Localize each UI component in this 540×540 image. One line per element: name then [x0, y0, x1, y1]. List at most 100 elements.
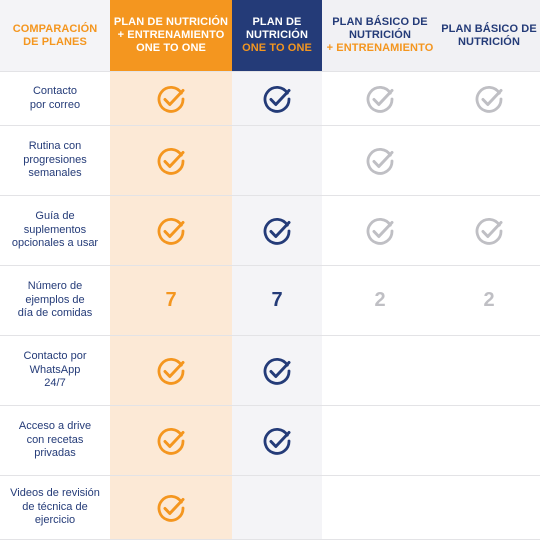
- check-circle-icon: [157, 357, 185, 385]
- feature-label: Videos de revisión de técnica de ejercicio: [0, 476, 110, 539]
- header-plan4-line2: NUTRICIÓN: [457, 35, 520, 48]
- feature-label: Contacto por WhatsApp 24/7: [0, 336, 110, 405]
- feature-label-line: 24/7: [44, 377, 66, 390]
- included-cell: [322, 196, 438, 265]
- feature-label-line: suplementos: [23, 223, 87, 236]
- header-plan-nutrition-training-one-to-one: PLAN DE NUTRICIÓN + ENTRENAMIENTO ONE TO…: [110, 0, 232, 71]
- feature-label-line: Guía de: [35, 210, 75, 223]
- check-circle-icon: [263, 427, 291, 455]
- table-row: Número de ejemplos de día de comidas 7 7 2 2: [0, 266, 540, 336]
- included-cell: [438, 72, 540, 125]
- included-cell: [322, 72, 438, 125]
- header-plan-basic-nutrition: PLAN BÁSICO DE NUTRICIÓN: [438, 0, 540, 71]
- feature-label: Número de ejemplos de día de comidas: [0, 266, 110, 335]
- meal-examples-count: 2: [483, 289, 495, 311]
- header-comparison-line2: DE PLANES: [23, 35, 87, 48]
- meal-examples-count: 7: [271, 289, 283, 311]
- included-cell: [110, 72, 232, 125]
- included-cell: [438, 196, 540, 265]
- check-circle-icon: [157, 494, 185, 522]
- feature-label-line: progresiones: [23, 153, 87, 166]
- table-row: Rutina con progresiones semanales: [0, 126, 540, 196]
- check-circle-icon: [263, 357, 291, 385]
- header-plan3-line1: PLAN BÁSICO DE: [332, 16, 428, 28]
- feature-label-line: Número de: [27, 280, 83, 293]
- empty-cell: [322, 476, 438, 539]
- empty-cell: [322, 336, 438, 405]
- empty-cell: [232, 476, 322, 539]
- empty-cell: [438, 406, 540, 475]
- included-cell: [110, 126, 232, 195]
- check-circle-icon: [263, 217, 291, 245]
- empty-cell: [438, 476, 540, 539]
- feature-label-line: WhatsApp: [29, 363, 81, 376]
- feature-label-line: Contacto por: [23, 350, 87, 363]
- feature-label-line: privadas: [34, 447, 76, 460]
- table-row: Guía de suplementos opcionales a usar: [0, 196, 540, 266]
- check-circle-icon: [475, 85, 503, 113]
- check-circle-icon: [366, 217, 394, 245]
- check-circle-icon: [475, 217, 503, 245]
- header-plan3-line3: + ENTRENAMIENTO: [326, 42, 434, 54]
- empty-cell: [438, 336, 540, 405]
- meal-examples-count: 2: [374, 289, 386, 311]
- value-cell: 7: [232, 266, 322, 335]
- check-circle-icon: [263, 85, 291, 113]
- header-plan1-line1: PLAN DE NUTRICIÓN: [113, 16, 229, 28]
- feature-label-line: Acceso a drive: [18, 420, 92, 433]
- table-row: Contacto por correo: [0, 72, 540, 126]
- feature-label: Acceso a drive con recetas privadas: [0, 406, 110, 475]
- feature-label-line: de técnica de: [22, 500, 88, 513]
- included-cell: [232, 406, 322, 475]
- feature-label-line: Contacto: [32, 85, 77, 97]
- check-circle-icon: [157, 147, 185, 175]
- header-plan2-line1: PLAN DE: [252, 16, 302, 28]
- check-circle-icon: [157, 217, 185, 245]
- feature-label-line: opcionales a usar: [11, 237, 99, 250]
- feature-label: Guía de suplementos opcionales a usar: [0, 196, 110, 265]
- included-cell: [110, 196, 232, 265]
- feature-label-line: ejercicio: [34, 514, 76, 527]
- value-cell: 2: [322, 266, 438, 335]
- feature-label-line: Videos de revisión: [10, 487, 100, 500]
- check-circle-icon: [366, 147, 394, 175]
- included-cell: [232, 336, 322, 405]
- empty-cell: [232, 126, 322, 195]
- header-row: COMPARACIÓN DE PLANES PLAN DE NUTRICIÓN …: [0, 0, 540, 72]
- meal-examples-count: 7: [165, 289, 177, 311]
- included-cell: [322, 126, 438, 195]
- header-plan2-line2: NUTRICIÓN: [245, 29, 308, 41]
- header-plan-basic-nutrition-training: PLAN BÁSICO DE NUTRICIÓN + ENTRENAMIENTO: [322, 0, 438, 71]
- header-plan2-line3: ONE TO ONE: [242, 42, 312, 54]
- included-cell: [232, 196, 322, 265]
- table-row: Contacto por WhatsApp 24/7: [0, 336, 540, 406]
- feature-label-line: por correo: [29, 98, 81, 111]
- value-cell: 7: [110, 266, 232, 335]
- included-cell: [232, 72, 322, 125]
- header-plan3-line2: NUTRICIÓN: [348, 29, 411, 41]
- header-comparison-line1: COMPARACIÓN: [12, 22, 98, 35]
- table-row: Acceso a drive con recetas privadas: [0, 406, 540, 476]
- feature-label-line: con recetas: [26, 433, 84, 446]
- header-plan-nutrition-one-to-one: PLAN DE NUTRICIÓN ONE TO ONE: [232, 0, 322, 71]
- check-circle-icon: [157, 427, 185, 455]
- check-circle-icon: [157, 85, 185, 113]
- header-plan1-line2: + ENTRENAMIENTO: [117, 29, 225, 41]
- feature-label-line: día de comidas: [17, 307, 93, 320]
- header-plan1-line3: ONE TO ONE: [136, 42, 206, 54]
- check-circle-icon: [366, 85, 394, 113]
- empty-cell: [322, 406, 438, 475]
- included-cell: [110, 406, 232, 475]
- included-cell: [110, 336, 232, 405]
- feature-label-line: ejemplos de: [25, 293, 85, 306]
- feature-label: Rutina con progresiones semanales: [0, 126, 110, 195]
- feature-label: Contacto por correo: [0, 72, 110, 125]
- header-plan4-line1: PLAN BÁSICO DE: [441, 22, 537, 35]
- value-cell: 2: [438, 266, 540, 335]
- included-cell: [110, 476, 232, 539]
- feature-label-line: Rutina con: [28, 140, 82, 153]
- feature-label-line: semanales: [28, 167, 82, 180]
- table-row: Videos de revisión de técnica de ejercicio: [0, 476, 540, 540]
- empty-cell: [438, 126, 540, 195]
